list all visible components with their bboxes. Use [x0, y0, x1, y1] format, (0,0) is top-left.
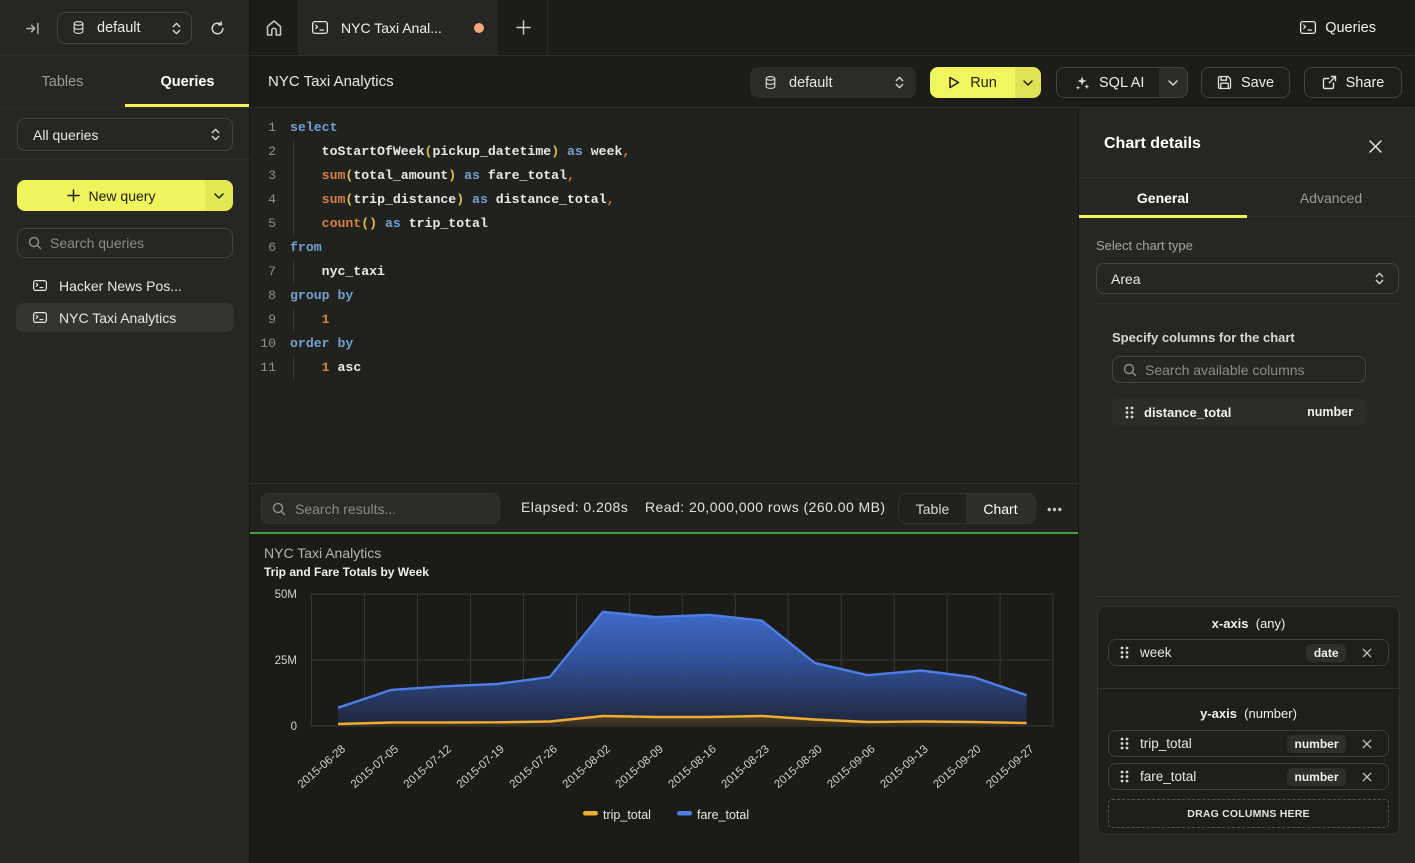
svg-text:2015-09-20: 2015-09-20	[931, 743, 983, 791]
svg-text:2015-07-05: 2015-07-05	[349, 743, 401, 791]
svg-text:50M: 50M	[275, 589, 297, 601]
svg-text:2015-08-23: 2015-08-23	[719, 743, 771, 791]
svg-text:fare_total: fare_total	[697, 808, 749, 822]
svg-text:2015-09-13: 2015-09-13	[878, 743, 930, 791]
svg-text:2015-08-16: 2015-08-16	[666, 743, 718, 791]
svg-text:2015-07-26: 2015-07-26	[508, 743, 560, 791]
svg-text:2015-06-28: 2015-06-28	[296, 743, 348, 791]
svg-text:2015-08-09: 2015-08-09	[614, 743, 666, 791]
svg-text:trip_total: trip_total	[603, 808, 651, 822]
svg-text:2015-07-12: 2015-07-12	[402, 743, 454, 791]
svg-text:2015-09-06: 2015-09-06	[825, 743, 877, 791]
svg-text:2015-08-02: 2015-08-02	[561, 743, 613, 791]
svg-text:0: 0	[291, 721, 297, 733]
svg-text:2015-07-19: 2015-07-19	[455, 743, 507, 791]
svg-text:25M: 25M	[275, 655, 297, 667]
svg-text:2015-09-27: 2015-09-27	[984, 743, 1036, 791]
svg-text:2015-08-30: 2015-08-30	[772, 743, 824, 791]
